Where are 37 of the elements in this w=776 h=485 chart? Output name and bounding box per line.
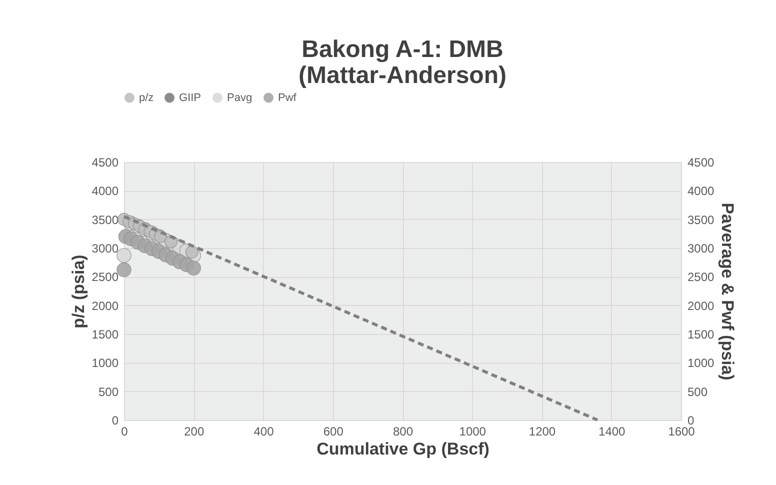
x-axis-title: Cumulative Gp (Bscf) <box>316 440 490 458</box>
y-tick-label: 2500 <box>92 270 119 284</box>
legend-label: GIIP <box>179 92 202 104</box>
y-tick-label: 1500 <box>92 328 119 342</box>
x-tick-label: 1600 <box>668 424 696 438</box>
y2-tick-label: 500 <box>688 384 708 399</box>
y-tick-label: 4000 <box>92 184 119 198</box>
y2-tick-label: 3500 <box>688 212 715 227</box>
y-tick-label: 0 <box>112 414 119 428</box>
y2-tick-label: 1500 <box>688 328 715 342</box>
y2-tick-label: 1000 <box>688 356 715 370</box>
x-tick-label: 1400 <box>598 424 626 438</box>
legend-label: p/z <box>139 92 154 104</box>
x-tick-label: 1000 <box>459 424 486 438</box>
y2-tick-label: 2500 <box>688 270 715 284</box>
y2-tick-label: 3000 <box>688 242 715 256</box>
x-tick-label: 0 <box>121 424 128 438</box>
y-tick-label: 4500 <box>92 156 119 170</box>
y2-tick-label: 2000 <box>688 298 715 313</box>
y-tick-label: 3500 <box>92 212 119 227</box>
x-tick-label: 200 <box>184 424 204 438</box>
y2-tick-label: 0 <box>688 414 694 428</box>
y-tick-label: 1000 <box>92 356 119 370</box>
y-tick-label: 3000 <box>92 242 119 256</box>
x-tick-label: 1200 <box>528 424 556 438</box>
y2-axis-title: Paverage & Pwf (psia) <box>718 202 738 380</box>
chart-title: Bakong A-1: DMB (Mattar-Anderson) <box>298 36 506 89</box>
x-tick-label: 600 <box>323 424 344 438</box>
legend-label: Pwf <box>278 92 298 104</box>
y-axis-title: p/z (psia) <box>68 254 88 328</box>
y2-tick-label: 4500 <box>688 156 715 170</box>
x-tick-label: 800 <box>392 424 414 438</box>
y-tick-label: 2000 <box>92 298 119 313</box>
y-tick-label: 500 <box>98 384 119 399</box>
legend-label: Pavg <box>227 92 252 104</box>
x-tick-label: 400 <box>254 424 274 438</box>
y2-tick-label: 4000 <box>688 184 715 198</box>
